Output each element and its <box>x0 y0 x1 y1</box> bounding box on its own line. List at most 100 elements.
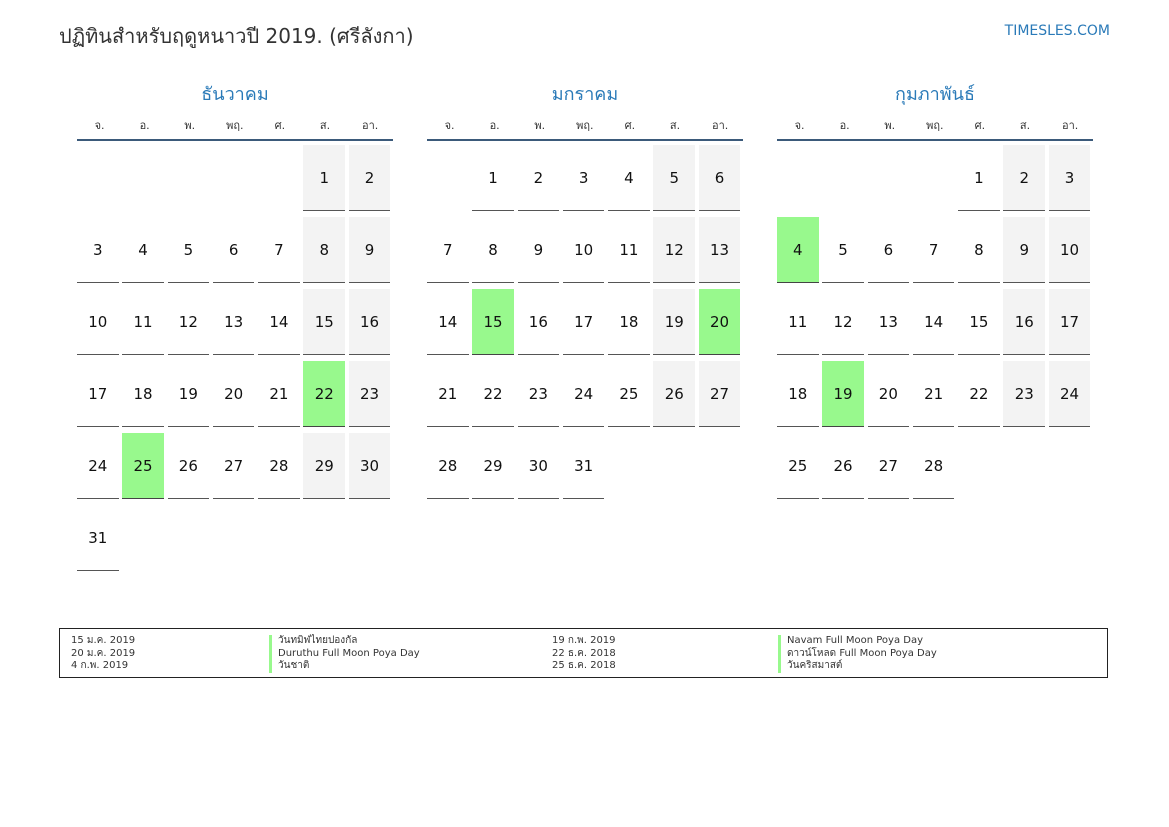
weekday-label: อ. <box>839 119 850 132</box>
day-cell: 2 <box>348 145 391 211</box>
empty-cell <box>77 145 119 211</box>
empty-cell <box>777 145 819 211</box>
holiday-day-cell: 15 <box>472 289 514 355</box>
weekday-label: ส. <box>319 119 331 132</box>
day-cell: 16 <box>1003 289 1045 355</box>
day-cell: 23 <box>348 361 391 427</box>
legend-holiday-name: Duruthu Full Moon Poya Day <box>269 647 420 660</box>
weekday-label: อา. <box>711 119 729 132</box>
day-cell: 19 <box>653 289 695 355</box>
day-cell: 23 <box>1003 361 1045 427</box>
day-cell: 31 <box>562 433 605 499</box>
day-cell: 17 <box>77 361 119 427</box>
day-cell: 21 <box>258 361 300 427</box>
day-grid: 1 2 3 4 5 6 7 8 9 10 11 12 13 14 15 16 17 18 19 20 21 22 23 24 2… <box>427 145 743 499</box>
day-cell: 21 <box>427 361 469 427</box>
legend-holiday-name: วันชาติ <box>269 660 420 673</box>
day-cell: 29 <box>303 433 345 499</box>
day-cell: 20 <box>867 361 910 427</box>
weekday-label: ส. <box>1019 119 1031 132</box>
empty-cell <box>122 145 164 211</box>
day-cell: 12 <box>822 289 864 355</box>
legend-holiday-name: วันทมิฬไทยปองกัล <box>269 635 420 648</box>
legend-names-right: Navam Full Moon Poya Day ดาวน์โหลด Full … <box>778 635 937 673</box>
day-cell: 3 <box>562 145 605 211</box>
month-february: กุมภาพันธ์ จ. อ. พ. พฤ. ศ. ส. อา. 1 2 3 4 5 6 7 8 9 10 1… <box>777 82 1093 499</box>
empty-cell <box>913 145 955 211</box>
legend-holiday-name: Navam Full Moon Poya Day <box>778 635 937 648</box>
weekday-label: ศ. <box>974 119 986 132</box>
day-cell: 26 <box>822 433 864 499</box>
legend-date: 25 ธ.ค. 2018 <box>552 660 616 671</box>
legend-dates-left: 15 ม.ค. 2019 20 ม.ค. 2019 4 ก.พ. 2019 <box>71 635 135 673</box>
day-cell: 7 <box>427 217 469 283</box>
month-name: กุมภาพันธ์ <box>895 84 975 105</box>
day-cell: 14 <box>258 289 300 355</box>
day-cell: 10 <box>562 217 605 283</box>
month-name: มกราคม <box>551 84 619 105</box>
day-cell: 9 <box>517 217 560 283</box>
day-cell: 24 <box>1048 361 1091 427</box>
empty-cell <box>213 145 255 211</box>
brand-link[interactable]: TIMESLES.COM <box>1004 23 1110 39</box>
weekday-header: จ. อ. พ. พฤ. ศ. ส. อา. <box>777 114 1093 141</box>
day-cell: 29 <box>472 433 514 499</box>
day-cell: 11 <box>777 289 819 355</box>
weekday-label: ศ. <box>624 119 636 132</box>
legend-dates-right: 19 ก.พ. 2019 22 ธ.ค. 2018 25 ธ.ค. 2018 <box>552 635 616 673</box>
holiday-day-cell: 22 <box>303 361 345 427</box>
empty-cell <box>168 145 210 211</box>
weekday-header: จ. อ. พ. พฤ. ศ. ส. อา. <box>427 114 743 141</box>
day-cell: 12 <box>167 289 210 355</box>
weekday-label: จ. <box>794 119 805 132</box>
weekday-label: จ. <box>444 119 455 132</box>
legend-date: 4 ก.พ. 2019 <box>71 660 129 671</box>
day-cell: 16 <box>348 289 391 355</box>
day-cell: 28 <box>427 433 469 499</box>
weekday-label: อา. <box>1061 119 1079 132</box>
weekday-header: จ. อ. พ. พฤ. ศ. ส. อา. <box>77 114 393 141</box>
day-cell: 6 <box>698 145 741 211</box>
weekday-label: พ. <box>184 119 196 132</box>
weekday-label: อ. <box>139 119 150 132</box>
empty-cell <box>822 145 864 211</box>
day-cell: 11 <box>122 289 164 355</box>
day-cell: 10 <box>77 289 119 355</box>
legend-holiday-name: ดาวน์โหลด Full Moon Poya Day <box>778 647 937 660</box>
weekday-label: พฤ. <box>576 119 594 132</box>
day-cell: 31 <box>77 505 119 571</box>
day-cell: 3 <box>77 217 119 283</box>
month-december: ธันวาคม จ. อ. พ. พฤ. ศ. ส. อา. 1 2 3 4 5 6 7 8 9 10 11 12… <box>77 82 393 571</box>
day-cell: 2 <box>1003 145 1045 211</box>
day-cell: 20 <box>212 361 255 427</box>
weekday-label: พ. <box>534 119 546 132</box>
day-cell: 27 <box>698 361 741 427</box>
day-cell: 28 <box>258 433 300 499</box>
holiday-day-cell: 25 <box>122 433 164 499</box>
day-cell: 7 <box>912 217 955 283</box>
day-cell: 26 <box>167 433 210 499</box>
day-cell: 3 <box>1048 145 1091 211</box>
legend-date: 20 ม.ค. 2019 <box>71 647 136 659</box>
month-january: มกราคม จ. อ. พ. พฤ. ศ. ส. อา. 1 2 3 4 5 6 7 8 9 10 11 12 1… <box>427 82 743 499</box>
month-name: ธันวาคม <box>201 84 269 105</box>
day-cell: 9 <box>1003 217 1045 283</box>
page-title: ปฏิทินสำหรับฤดูหนาวปี 2019. (ศรีลังกา) <box>59 24 414 48</box>
day-grid: 1 2 3 4 5 6 7 8 9 10 11 12 13 14 15 16 17 18 19 20 21 22 23 24 2… <box>77 145 393 571</box>
legend-holiday-name: วันคริสมาสต์ <box>778 660 937 673</box>
weekday-label: อ. <box>489 119 500 132</box>
day-cell: 13 <box>212 289 255 355</box>
day-cell: 1 <box>472 145 514 211</box>
day-cell: 27 <box>867 433 910 499</box>
day-cell: 13 <box>698 217 741 283</box>
day-cell: 19 <box>167 361 210 427</box>
legend-date: 15 ม.ค. 2019 <box>71 635 136 646</box>
day-cell: 1 <box>958 145 1000 211</box>
day-cell: 2 <box>517 145 560 211</box>
day-cell: 23 <box>517 361 560 427</box>
weekday-label: ส. <box>669 119 681 132</box>
weekday-label: จ. <box>94 119 105 132</box>
day-cell: 13 <box>867 289 910 355</box>
day-cell: 9 <box>348 217 391 283</box>
day-cell: 6 <box>867 217 910 283</box>
